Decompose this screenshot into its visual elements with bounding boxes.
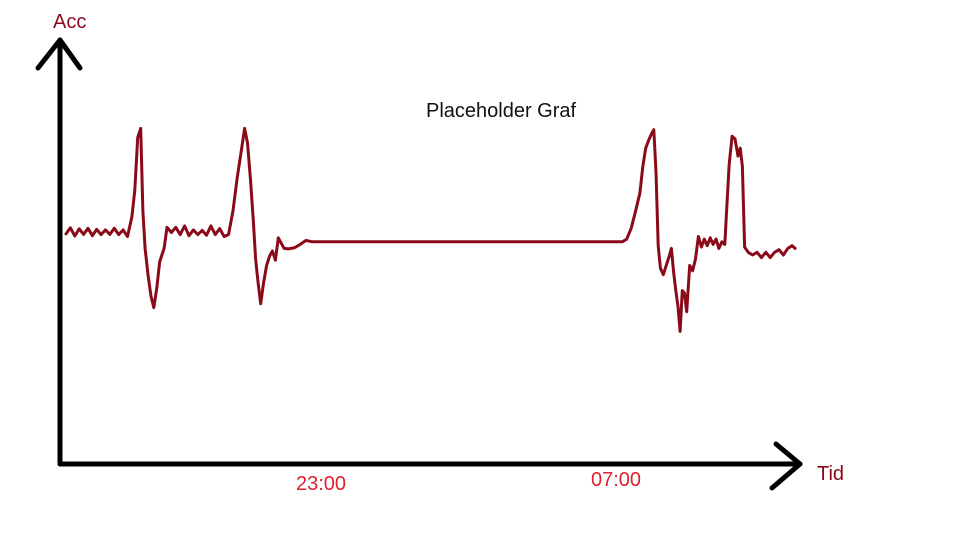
x-axis-label: Tid [817,463,844,485]
y-axis-label: Acc [53,11,86,33]
y-axis-arrowhead [35,37,83,71]
series-layer [64,126,797,333]
x-tick-label: 23:00 [296,473,346,495]
chart-title: Placeholder Graf [426,100,577,122]
x-tick-label: 07:00 [591,469,641,491]
series-line [64,126,797,333]
x-axis-arrowhead [769,441,803,491]
axes [35,37,803,491]
